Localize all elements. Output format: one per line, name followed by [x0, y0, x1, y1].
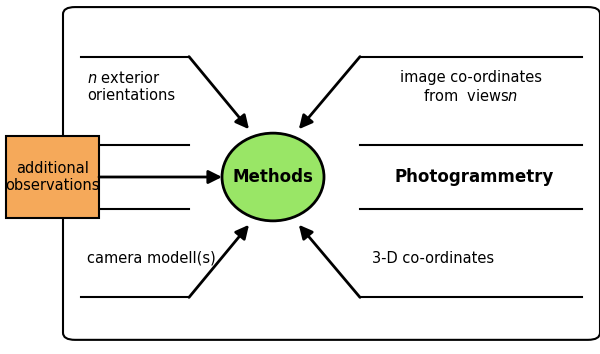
Text: additional
observations: additional observations [5, 161, 100, 193]
Text: image co-ordinates
from  views$n$: image co-ordinates from views$n$ [400, 70, 542, 103]
Text: 3-D co-ordinates: 3-D co-ordinates [372, 251, 494, 266]
Text: camera modell(s): camera modell(s) [87, 251, 216, 266]
Text: Photogrammetry: Photogrammetry [394, 168, 554, 186]
Ellipse shape [222, 133, 324, 221]
FancyBboxPatch shape [63, 7, 600, 340]
Text: Methods: Methods [233, 168, 313, 186]
FancyBboxPatch shape [6, 136, 99, 218]
Text: $n$ exterior
orientations: $n$ exterior orientations [87, 70, 175, 103]
